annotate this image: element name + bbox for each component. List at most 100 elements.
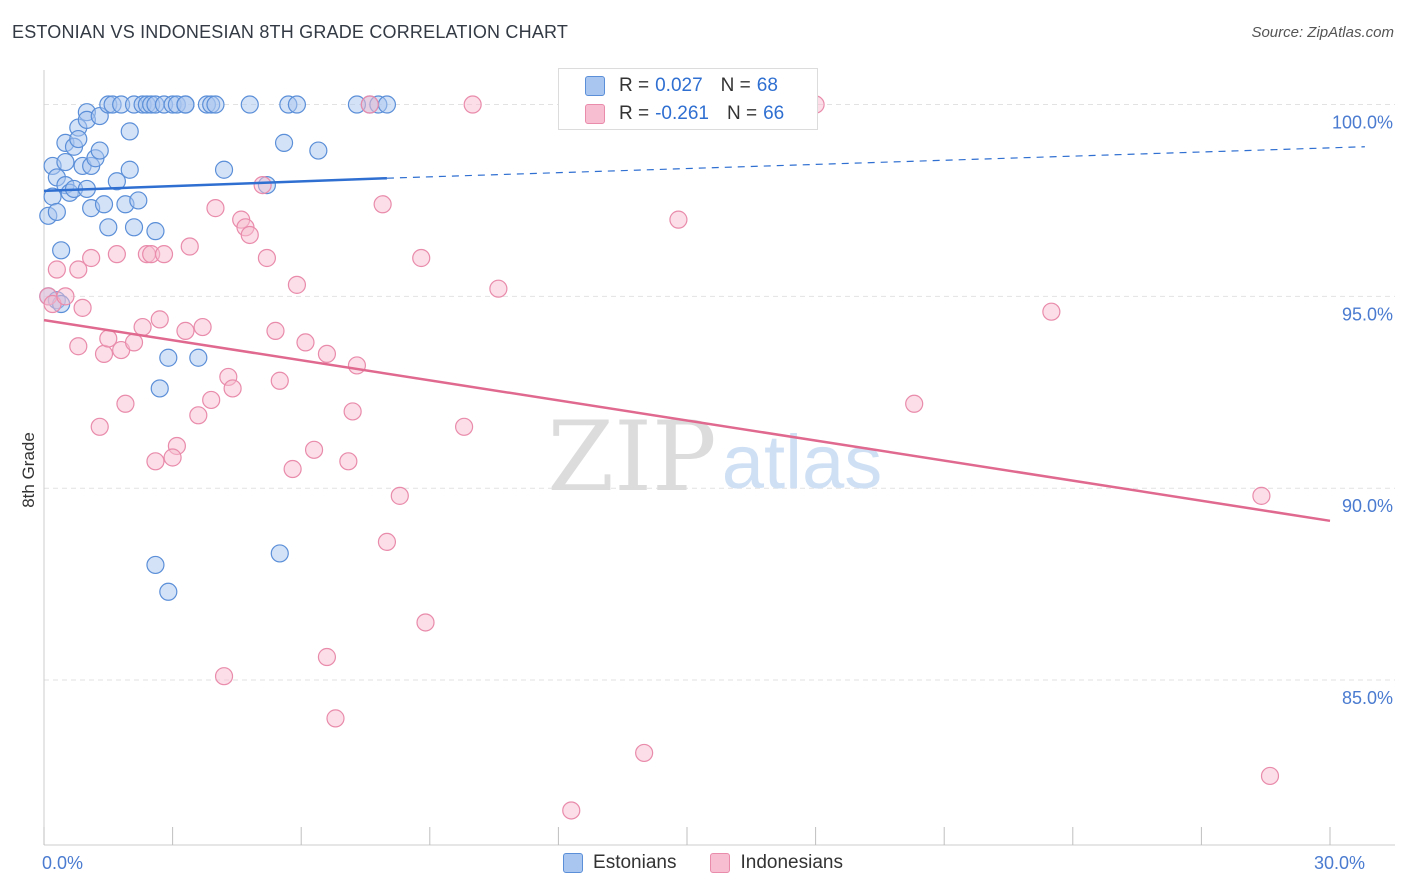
indonesian-point	[82, 248, 101, 268]
y-tick-labels: 85.0% 90.0% 95.0% 100.0%	[1332, 113, 1393, 708]
indonesian-point	[189, 406, 208, 425]
legend-item-estonians: Estonians	[563, 852, 676, 874]
indonesian-point	[240, 225, 259, 245]
indonesian-point	[905, 394, 924, 413]
indonesian-point	[377, 532, 397, 552]
indonesian-point	[454, 417, 474, 436]
estonian-point	[52, 241, 71, 260]
n-value: 68	[756, 75, 778, 96]
trend-lines	[43, 146, 1365, 523]
indonesian-point	[214, 667, 234, 686]
estonian-points	[39, 95, 397, 601]
indonesian-point	[326, 709, 345, 728]
estonian-point	[176, 95, 195, 114]
legend-label: Indonesians	[740, 852, 843, 873]
estonian-point	[146, 555, 165, 575]
indonesian-point	[193, 317, 212, 337]
estonian-point	[159, 582, 178, 601]
indonesian-point	[73, 298, 92, 317]
indonesian-point	[669, 210, 688, 229]
legend-item-indonesians: Indonesians	[710, 852, 843, 874]
estonian-point	[129, 191, 148, 210]
y-axis-label: 8th Grade	[19, 432, 38, 508]
indonesian-point	[107, 245, 126, 264]
estonian-point	[94, 195, 114, 214]
n-label: N =	[726, 103, 758, 124]
indonesian-point	[202, 390, 221, 410]
indonesian-point	[317, 647, 337, 667]
estonian-trend-line	[43, 176, 387, 193]
estonians-legend-swatch	[563, 853, 584, 873]
indonesian-point	[116, 394, 135, 413]
r-label: R =	[619, 103, 650, 124]
indonesian-point	[146, 452, 165, 471]
indonesian-point	[176, 321, 195, 340]
estonian-point	[90, 141, 109, 160]
axes	[43, 70, 1395, 846]
y-tick-label: 90.0%	[1342, 496, 1393, 516]
estonian-point	[56, 152, 75, 172]
indonesian-point	[463, 95, 482, 114]
indonesian-point	[1260, 766, 1280, 786]
watermark: ZIP atlas	[547, 401, 882, 513]
indonesian-point	[270, 371, 289, 390]
estonian-point	[214, 160, 234, 179]
estonian-point	[206, 95, 225, 114]
estonian-point	[120, 122, 139, 141]
indonesian-point	[373, 195, 392, 214]
indonesian-point	[69, 260, 88, 279]
indonesian-point	[287, 275, 307, 294]
stats-legend: R = 0.027 N = 68 R = -0.261 N = 66	[558, 68, 818, 130]
indonesian-point	[206, 199, 225, 218]
indonesian-point	[90, 417, 109, 436]
indonesian-point	[283, 459, 302, 479]
indonesian-point	[133, 317, 152, 337]
estonian-point	[99, 218, 118, 237]
indonesian-point	[163, 448, 182, 467]
bottom-legend: Estonians Indonesians	[0, 852, 1406, 874]
indonesian-point	[489, 279, 508, 298]
estonian-point	[120, 160, 139, 179]
indonesian-point	[266, 321, 285, 340]
indonesian-point	[124, 333, 144, 352]
indonesian-point	[257, 248, 277, 268]
watermark-zip: ZIP	[547, 401, 716, 513]
indonesians-swatch	[585, 104, 605, 124]
watermark-atlas: atlas	[722, 420, 883, 505]
gridlines	[44, 104, 1395, 681]
estonian-trend-extension	[386, 146, 1365, 179]
estonian-point	[69, 129, 88, 149]
indonesian-point	[253, 175, 272, 195]
stats-row-estonians: R = 0.027 N = 68	[585, 72, 778, 100]
y-tick-label: 95.0%	[1342, 304, 1393, 324]
indonesian-point	[154, 245, 174, 264]
indonesian-point	[635, 743, 654, 763]
indonesian-point	[69, 337, 88, 356]
estonian-point	[240, 95, 259, 114]
n-label: N =	[720, 75, 751, 96]
legend-label: Estonians	[593, 852, 677, 873]
indonesian-point	[296, 333, 315, 352]
estonian-point	[146, 222, 165, 241]
estonian-point	[159, 348, 178, 367]
indonesian-point	[317, 344, 337, 364]
indonesian-point	[150, 310, 169, 329]
chart-title: ESTONIAN VS INDONESIAN 8TH GRADE CORRELA…	[12, 22, 569, 42]
indonesian-point	[390, 486, 409, 505]
estonians-swatch	[585, 76, 605, 96]
indonesian-point	[47, 260, 66, 279]
indonesian-point	[347, 356, 367, 375]
stats-row-indonesians: R = -0.261 N = 66	[585, 100, 784, 128]
indonesian-point	[416, 613, 435, 632]
indonesian-point	[304, 440, 324, 459]
estonian-point	[377, 95, 397, 114]
indonesian-point	[1252, 486, 1271, 505]
estonian-point	[150, 379, 169, 398]
y-tick-label: 100.0%	[1332, 113, 1393, 133]
indonesian-point	[94, 344, 114, 364]
indonesian-point	[223, 379, 242, 398]
indonesian-point	[339, 452, 358, 471]
estonian-point	[309, 141, 328, 160]
indonesian-point	[412, 248, 431, 268]
